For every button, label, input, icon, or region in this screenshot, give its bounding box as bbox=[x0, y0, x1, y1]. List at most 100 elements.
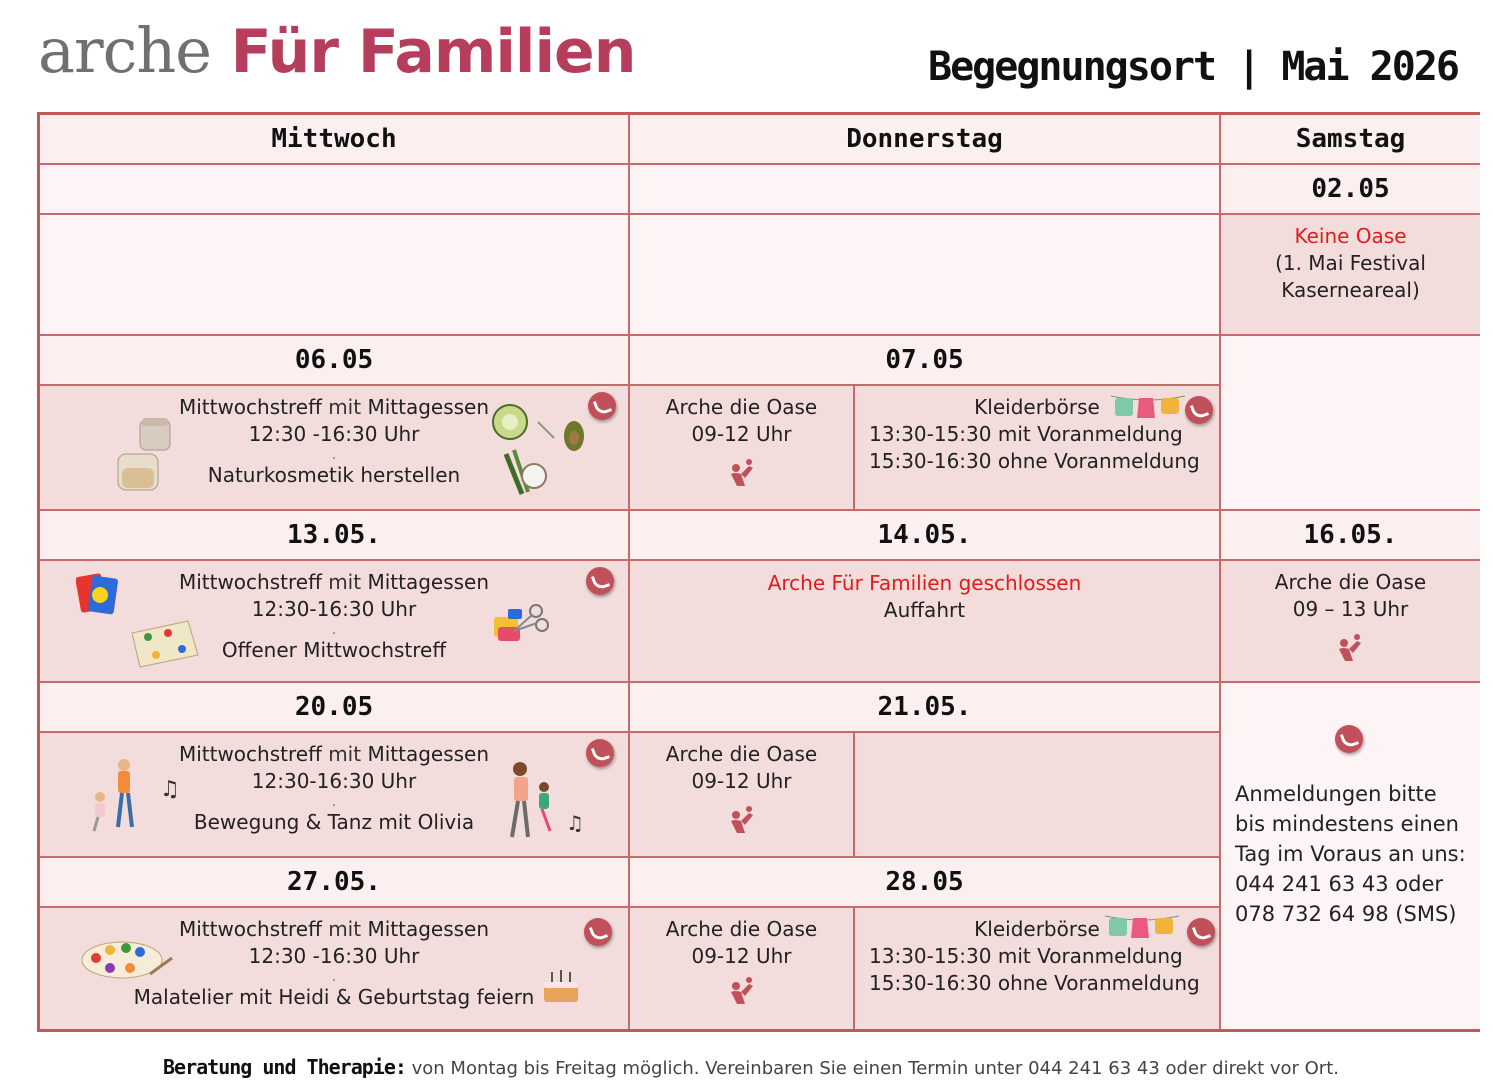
calendar-table: Mittwoch Donnerstag Samstag 02.05 Keine … bbox=[37, 112, 1480, 1032]
event-time: 09-12 Uhr bbox=[691, 422, 792, 446]
date-20-05: 20.05 bbox=[40, 683, 630, 733]
event-time-with-registration: 13:30-15:30 mit Voranmeldung bbox=[869, 944, 1183, 968]
event-cell-wed-27-05: Mittwochstreff mit Mittagessen 12:30 -16… bbox=[40, 908, 630, 1029]
date-21-05: 21.05. bbox=[630, 683, 1221, 733]
event-cell-sat-02-05: Keine Oase (1. Mai Festival Kaserneareal… bbox=[1221, 215, 1480, 336]
footer-text: von Montag bis Freitag möglich. Vereinba… bbox=[405, 1058, 1339, 1079]
event-time-without-registration: 15:30-16:30 ohne Voranmeldung bbox=[869, 449, 1200, 473]
event-title-meal: Mittagessen bbox=[367, 570, 490, 594]
cards-icon bbox=[76, 573, 118, 615]
separator-dot: . bbox=[331, 447, 337, 463]
parent-child-icon bbox=[731, 459, 753, 486]
board-game-icon bbox=[131, 620, 199, 668]
event-title: Arche die Oase bbox=[665, 742, 818, 766]
closure-notice: Arche Für Familien geschlossen bbox=[767, 571, 1082, 595]
event-time-with-registration: 13:30-15:30 mit Voranmeldung bbox=[869, 422, 1183, 446]
event-cell-thu-14-05: Arche Für Familien geschlossen Auffahrt bbox=[630, 561, 1221, 683]
signup-line: Tag im Voraus an uns: bbox=[1235, 842, 1466, 866]
phone-icon bbox=[1335, 725, 1363, 753]
event-time: 09-12 Uhr bbox=[691, 944, 792, 968]
event-title: Kleiderbörse bbox=[974, 395, 1100, 419]
signup-info: Anmeldungen bitte bis mindestens einen T… bbox=[1235, 779, 1466, 929]
event-topic: Offener Mittwochstreff bbox=[221, 638, 447, 662]
event-time: 12:30-16:30 Uhr bbox=[251, 769, 417, 793]
event-topic: Naturkosmetik herstellen bbox=[207, 463, 461, 487]
parent-child-icon bbox=[731, 977, 753, 1004]
phone-icon bbox=[586, 739, 614, 767]
event-cell-wed-06-05: Mittwochstreff mit Mittagessen 12:30 -16… bbox=[40, 386, 630, 511]
music-notes-icon: ♫ bbox=[160, 777, 180, 802]
phone-icon bbox=[584, 918, 612, 946]
event-time: 09-12 Uhr bbox=[691, 769, 792, 793]
clothesline-icon bbox=[1111, 395, 1185, 418]
event-title: Arche die Oase bbox=[665, 395, 818, 419]
page-title: Begegnungsort | Mai 2026 bbox=[928, 44, 1460, 90]
date-28-05: 28.05 bbox=[630, 858, 1221, 908]
signup-line: bis mindestens einen bbox=[1235, 812, 1459, 836]
jars-icon bbox=[117, 418, 171, 491]
day-header-saturday: Samstag bbox=[1221, 115, 1480, 165]
separator-dot: . bbox=[331, 969, 337, 985]
event-title-connector: mit bbox=[328, 395, 362, 419]
closure-notice: Keine Oase bbox=[1294, 224, 1407, 248]
event-title: Arche die Oase bbox=[1274, 570, 1427, 594]
event-title-meal: Mittagessen bbox=[367, 742, 490, 766]
dancing-family-icon bbox=[92, 759, 134, 832]
date-07-05: 07.05 bbox=[630, 336, 1221, 386]
event-cell-sat-16-05: Arche die Oase 09 – 13 Uhr bbox=[1221, 561, 1480, 683]
phone-icon bbox=[1187, 918, 1215, 946]
event-title-connector: mit bbox=[328, 742, 362, 766]
dancing-family-icon bbox=[510, 762, 552, 838]
footer-label: Beratung und Therapie: bbox=[163, 1055, 407, 1079]
music-notes-icon: ♫ bbox=[566, 811, 584, 835]
empty-date-cell bbox=[630, 165, 1221, 215]
event-title: Mittwochstreff bbox=[178, 570, 322, 594]
empty-date-cell bbox=[40, 165, 630, 215]
empty-event-cell bbox=[630, 215, 1221, 336]
phone-icon bbox=[586, 567, 614, 595]
event-title: Mittwochstreff bbox=[178, 395, 322, 419]
event-time: 12:30 -16:30 Uhr bbox=[248, 422, 420, 446]
event-cell-thu-07-05-oase: Arche die Oase 09-12 Uhr bbox=[630, 386, 855, 511]
closure-location: Kaserneareal) bbox=[1281, 278, 1420, 302]
event-title-connector: mit bbox=[328, 917, 362, 941]
date-16-05: 16.05. bbox=[1221, 511, 1480, 561]
logo-fuer-familien: Für Familien bbox=[230, 17, 637, 87]
event-cell-thu-21-05-oase: Arche die Oase 09-12 Uhr bbox=[630, 733, 855, 858]
signup-phone: 044 241 63 43 oder bbox=[1235, 872, 1444, 896]
footer-note: Beratung und Therapie: von Montag bis Fr… bbox=[163, 1055, 1339, 1079]
event-title-connector: mit bbox=[328, 570, 362, 594]
date-06-05: 06.05 bbox=[40, 336, 630, 386]
clothesline-icon bbox=[1105, 915, 1179, 938]
event-cell-thu-28-05-oase: Arche die Oase 09-12 Uhr bbox=[630, 908, 855, 1029]
signup-sms: 078 732 64 98 (SMS) bbox=[1235, 902, 1457, 926]
date-14-05: 14.05. bbox=[630, 511, 1221, 561]
day-header-thursday: Donnerstag bbox=[630, 115, 1221, 165]
event-time: 09 – 13 Uhr bbox=[1292, 597, 1409, 621]
event-title: Arche die Oase bbox=[665, 917, 818, 941]
separator-dot: . bbox=[331, 794, 337, 810]
paint-palette-icon bbox=[81, 941, 173, 979]
separator-dot: . bbox=[331, 622, 337, 638]
phone-icon bbox=[588, 392, 616, 420]
cucumber-avocado-icon bbox=[492, 404, 584, 495]
event-time: 12:30-16:30 Uhr bbox=[251, 597, 417, 621]
event-cell-wed-20-05: Mittwochstreff mit Mittagessen 12:30-16:… bbox=[40, 733, 630, 858]
event-title: Kleiderbörse bbox=[974, 917, 1100, 941]
parent-child-icon bbox=[731, 806, 753, 833]
event-title-meal: Mittagessen bbox=[367, 917, 490, 941]
event-title: Mittwochstreff bbox=[178, 742, 322, 766]
event-title-meal: Mittagessen bbox=[367, 395, 490, 419]
scissors-icon bbox=[494, 604, 549, 641]
logo-arche: arche bbox=[38, 14, 212, 87]
event-title: Mittwochstreff bbox=[178, 917, 322, 941]
event-cell-thu-07-05-kleiderboerse: Kleiderbörse 13:30-15:30 mit Voranmeldun… bbox=[855, 386, 1221, 511]
event-topic: Malatelier mit Heidi & Geburtstag feiern bbox=[133, 985, 535, 1009]
date-02-05: 02.05 bbox=[1221, 165, 1480, 215]
signup-info-cell: Anmeldungen bitte bis mindestens einen T… bbox=[1221, 683, 1480, 1029]
holiday-name: Auffahrt bbox=[883, 598, 966, 622]
date-13-05: 13.05. bbox=[40, 511, 630, 561]
closure-reason: (1. Mai Festival bbox=[1275, 251, 1426, 275]
signup-line: Anmeldungen bitte bbox=[1235, 782, 1437, 806]
parent-child-icon bbox=[1339, 634, 1361, 661]
